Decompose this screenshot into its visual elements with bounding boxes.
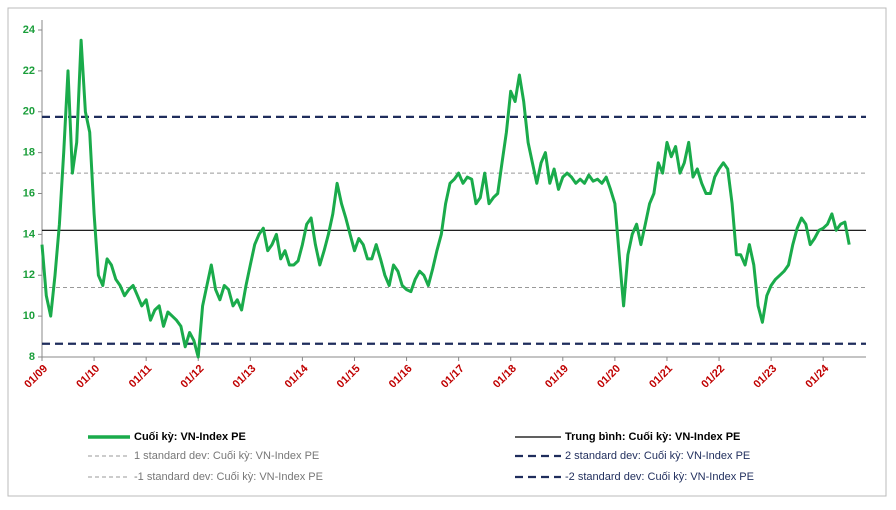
y-tick-label: 22 — [23, 65, 35, 77]
legend-label: -2 standard dev: Cuối kỳ: VN-Index PE — [565, 471, 754, 483]
y-tick-label: 10 — [23, 310, 35, 322]
y-tick-label: 16 — [23, 187, 35, 199]
legend-label: Trung bình: Cuối kỳ: VN-Index PE — [565, 431, 740, 443]
y-tick-label: 18 — [23, 147, 35, 159]
legend-label: Cuối kỳ: VN-Index PE — [134, 431, 246, 443]
legend-label: -1 standard dev: Cuối kỳ: VN-Index PE — [134, 471, 323, 483]
legend-label: 1 standard dev: Cuối kỳ: VN-Index PE — [134, 450, 319, 462]
y-tick-label: 14 — [23, 228, 36, 240]
y-tick-label: 24 — [23, 24, 36, 36]
frame — [7, 7, 887, 497]
y-tick-label: 20 — [23, 106, 35, 118]
y-tick-label: 8 — [29, 351, 35, 363]
y-tick-label: 12 — [23, 269, 35, 281]
series-line — [40, 38, 851, 359]
legend-label: 2 standard dev: Cuối kỳ: VN-Index PE — [565, 450, 750, 462]
